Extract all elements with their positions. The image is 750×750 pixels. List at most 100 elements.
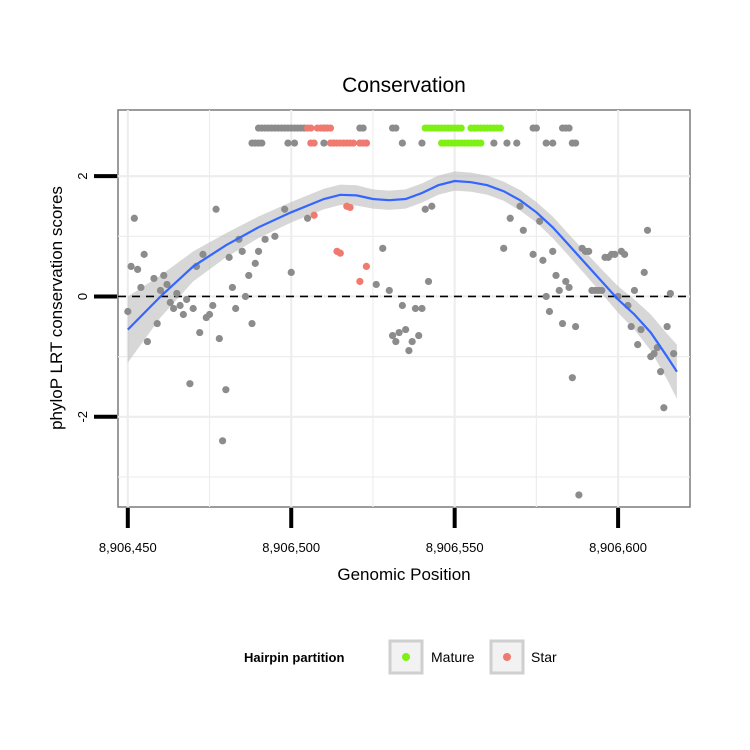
point-other (392, 337, 400, 346)
point-other (670, 350, 678, 358)
point-other (271, 232, 279, 240)
point-other (585, 247, 593, 255)
point-other (196, 328, 204, 337)
y-tick-label: 2 (75, 173, 90, 180)
point-other (212, 205, 220, 213)
point-other (562, 277, 570, 286)
point-other (506, 214, 514, 222)
point-other (169, 304, 178, 313)
point-other (598, 286, 606, 295)
point-other (398, 301, 406, 310)
point-other (143, 337, 152, 346)
point-other (640, 268, 648, 277)
point-other (290, 139, 299, 147)
point-other (156, 286, 165, 295)
point-other (643, 226, 652, 234)
legend-dot-star (503, 653, 511, 661)
point-other (222, 386, 230, 394)
point-other (130, 214, 138, 222)
point-other (572, 139, 580, 147)
point-other (516, 202, 524, 210)
point-other (575, 491, 583, 499)
point-other (388, 331, 397, 340)
point-other (565, 124, 573, 132)
point-star (307, 124, 315, 132)
point-star (362, 139, 371, 147)
point-star (346, 203, 354, 212)
point-other (572, 322, 580, 331)
point-other (542, 292, 550, 301)
point-star (326, 124, 335, 132)
point-other (140, 250, 148, 258)
x-tick-label: 8,906,450 (99, 540, 157, 555)
x-tick-label: 8,906,500 (262, 540, 320, 555)
point-other (320, 139, 328, 147)
confidence-band (127, 171, 677, 399)
point-other (532, 124, 540, 132)
legend-label-star: Star (531, 649, 557, 665)
point-other (395, 328, 403, 337)
point-other (218, 437, 227, 445)
y-tick-label: 0 (75, 293, 90, 300)
point-other (408, 337, 416, 346)
point-other (424, 277, 433, 286)
point-other (153, 319, 161, 328)
point-other (398, 139, 406, 147)
point-other (124, 307, 132, 316)
point-other (248, 319, 256, 328)
point-other (660, 404, 668, 412)
point-other (418, 304, 426, 313)
point-other (254, 247, 263, 255)
point-other (490, 139, 498, 147)
point-other (199, 250, 207, 258)
point-other (402, 325, 410, 334)
point-other (621, 250, 629, 258)
point-other (284, 139, 292, 147)
point-other (183, 295, 191, 304)
point-other (411, 304, 420, 313)
point-other (359, 124, 367, 132)
point-other (536, 217, 544, 225)
legend-label-mature: Mature (431, 649, 475, 665)
point-other (666, 289, 674, 298)
point-other (215, 334, 223, 343)
point-other (663, 322, 671, 331)
smooth-line-path (127, 179, 678, 373)
point-other (241, 292, 250, 301)
point-star (310, 139, 318, 147)
point-other (500, 244, 508, 252)
point-other (261, 235, 269, 243)
point-other (542, 139, 550, 147)
point-mature (496, 124, 505, 132)
point-star (362, 262, 371, 270)
point-other (549, 247, 557, 255)
point-other (232, 304, 240, 313)
point-other (150, 274, 158, 283)
point-other (258, 139, 266, 147)
point-other (656, 368, 665, 376)
point-other (637, 325, 645, 334)
point-other (166, 298, 174, 307)
point-other (558, 319, 567, 328)
point-star (356, 277, 364, 286)
point-other (630, 286, 639, 295)
point-other (611, 250, 619, 258)
point-other (503, 139, 511, 147)
smooth-line (127, 179, 678, 373)
point-other (238, 247, 246, 255)
point-other (421, 205, 429, 213)
legend-dot-mature (402, 653, 410, 661)
point-other (539, 256, 547, 264)
y-axis: -2 0 2 (75, 173, 117, 423)
point-other (173, 289, 181, 298)
point-other (134, 265, 142, 274)
point-other (186, 380, 194, 388)
point-other (379, 244, 387, 252)
point-other (418, 139, 426, 147)
point-other (245, 271, 253, 280)
point-other (127, 262, 135, 270)
point-star (349, 139, 357, 147)
point-other (555, 286, 563, 295)
point-star (336, 249, 344, 257)
